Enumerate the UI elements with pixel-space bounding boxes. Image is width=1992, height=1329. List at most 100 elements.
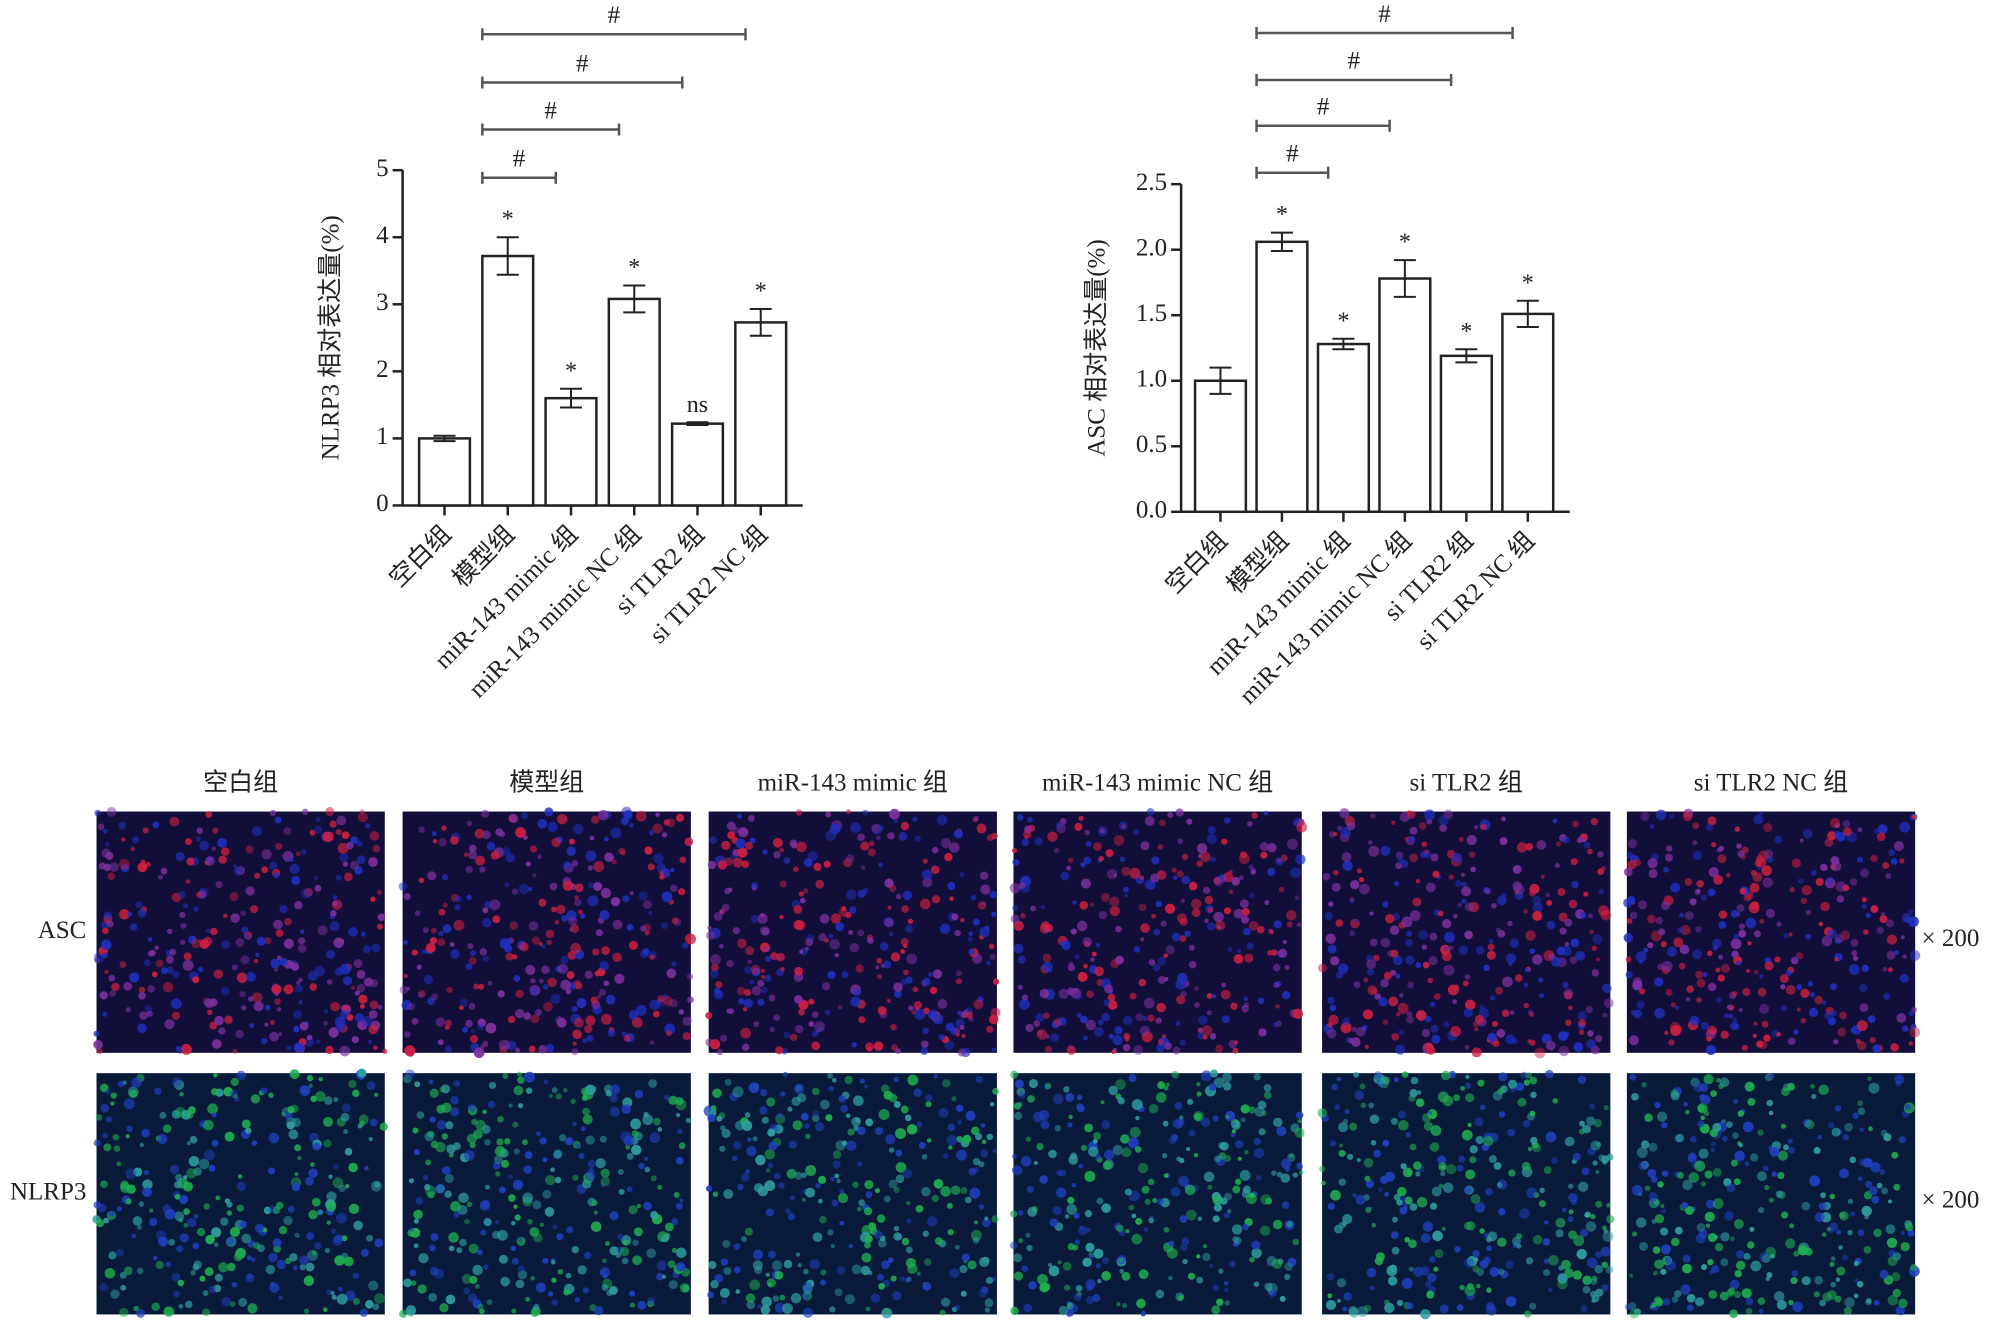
cell [628,940,639,950]
cell [328,1027,339,1038]
cell [1090,957,1095,962]
cell [1465,1169,1476,1180]
cell [1473,825,1479,830]
cell [679,856,687,864]
cell [1815,877,1824,886]
cell [1400,1163,1407,1170]
cell [1437,1091,1449,1103]
cell [1140,937,1145,942]
cell [465,1019,473,1028]
cell [1013,1253,1023,1263]
cell [416,1111,425,1120]
cell [1572,1270,1583,1280]
cell [1718,1083,1724,1090]
cell [1665,1260,1677,1271]
cell [1470,866,1476,873]
cell [622,895,630,903]
cell [518,883,529,895]
cell [1679,912,1685,918]
cell [473,1129,483,1139]
cell [351,1035,359,1044]
cell [1904,916,1911,923]
cell [972,918,980,926]
cell [1827,928,1837,939]
cell [1830,983,1837,991]
cell [794,1171,803,1180]
cell [348,1079,357,1089]
cell [815,1182,821,1189]
cell [783,1259,793,1269]
cell [1844,1122,1853,1132]
cell [1881,1187,1889,1195]
cell [239,990,246,998]
cell [1576,1248,1587,1260]
cell [827,970,836,980]
cell [1595,1288,1604,1297]
cell [99,1282,109,1292]
cell [749,1279,761,1291]
cell [1814,995,1824,1005]
cell [309,829,316,836]
cell [828,1085,834,1092]
cell [1829,1222,1838,1232]
cell [865,1306,871,1312]
cell [1595,1200,1603,1208]
cell [1700,1021,1709,1030]
cell [325,949,336,959]
cell [750,914,759,924]
cell [446,986,453,994]
cell [1733,1178,1741,1186]
cell [1639,988,1646,995]
cell [1787,1082,1795,1091]
cell [1234,1139,1244,1149]
cell [982,1218,991,1228]
cell [412,1127,419,1134]
cell [883,1090,893,1100]
cell [629,1302,636,1308]
cell [1461,898,1467,904]
cell [603,980,610,987]
cell [593,881,603,891]
cell [399,1309,407,1318]
cell [543,1001,553,1012]
cell [515,989,524,998]
cell [846,854,855,863]
cell [1697,1120,1705,1128]
cell [1883,993,1890,1000]
cell [185,879,191,884]
cell [1834,1105,1842,1112]
cell [1843,1306,1853,1315]
cell [270,958,281,969]
cell [1077,971,1088,982]
cell [138,986,146,993]
cell [576,1143,582,1149]
cell [1356,1157,1361,1163]
cell [594,970,601,977]
cell [847,1128,855,1136]
cell [1748,902,1760,914]
cell [960,917,965,923]
cell [1743,1252,1751,1260]
cell [1397,1119,1409,1131]
cell [171,1011,181,1020]
cell [174,1079,185,1090]
cell [1554,862,1560,868]
cell [119,858,130,870]
cell [409,1269,417,1277]
cell [818,1198,823,1204]
cell [1818,921,1824,927]
cell [1441,919,1452,929]
cell [601,1284,609,1291]
cell [1872,1044,1881,1053]
cell [1780,1005,1788,1012]
cell [1632,979,1643,991]
cell [236,1181,247,1192]
cell [572,1041,577,1046]
cell [152,821,160,829]
cell [820,1099,830,1110]
cell [956,970,962,977]
cell [1474,1117,1484,1127]
cell [1856,1020,1868,1032]
cell [1460,872,1465,877]
cell [858,1199,866,1207]
